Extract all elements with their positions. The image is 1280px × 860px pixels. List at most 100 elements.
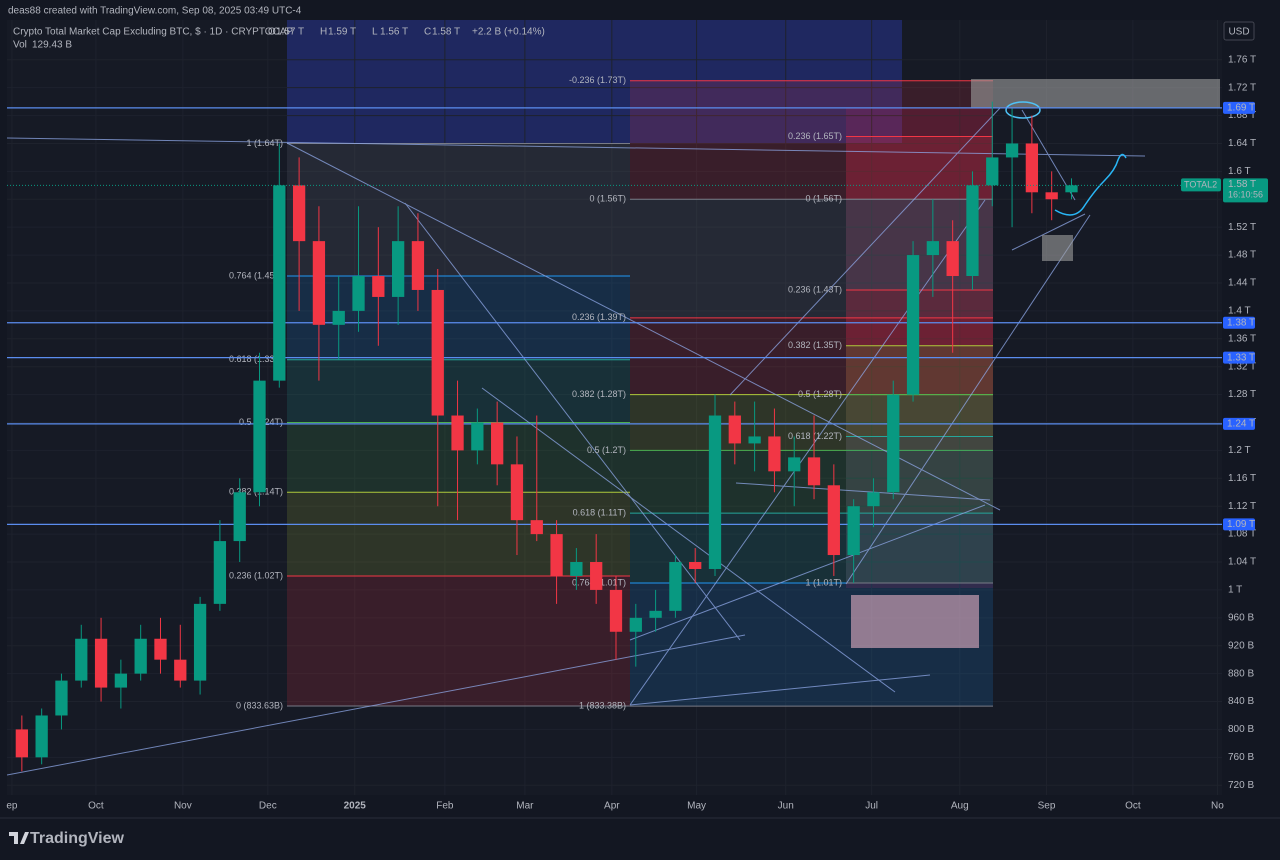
candle-body — [906, 255, 920, 395]
level-label: 1.24 T — [1227, 419, 1255, 430]
x-tick-label: Nov — [174, 801, 192, 812]
candle-body — [471, 422, 484, 451]
symbol-tag-bg — [1181, 178, 1221, 192]
y-tick-label: 1.2 T — [1228, 445, 1251, 456]
level-tag — [1223, 101, 1255, 114]
y-tick-label: 960 B — [1228, 612, 1254, 623]
candle-body — [253, 380, 266, 493]
logo: TradingView — [30, 830, 125, 847]
fib-label: 0.618 (1.22T) — [788, 431, 842, 441]
y-tick-label: 1 T — [1228, 585, 1242, 596]
trend-line — [629, 674, 931, 706]
y-tick-label: 840 B — [1228, 696, 1254, 707]
candle-body — [15, 729, 28, 758]
fib-label: 0.236 (1.39T) — [572, 312, 626, 322]
trend-line — [629, 504, 986, 641]
currency-button[interactable] — [1223, 21, 1255, 41]
candle-body — [550, 534, 563, 576]
trend-line — [404, 202, 741, 641]
candle-body — [1025, 143, 1039, 193]
candle-body — [887, 394, 900, 493]
candle-body — [748, 436, 761, 444]
fib-band — [287, 359, 630, 423]
ohlc-legend: O 1.57 T H 1.59 T L 1.56 T C 1.58 T +2.2 B (+0.1… — [268, 27, 545, 38]
fib-label: 0.618 (1.33T) — [229, 354, 283, 364]
candle-body — [827, 485, 840, 556]
y-tick-label: 1.32 T — [1228, 361, 1256, 372]
change: +2.2 B (+0.14%) — [472, 27, 545, 38]
candle-body — [510, 464, 524, 521]
candle-body — [134, 638, 147, 674]
fib-label: 1 (1.64T) — [246, 138, 283, 148]
candle-body — [94, 638, 108, 688]
ohlc-key: O — [268, 27, 276, 38]
candle-body — [75, 638, 88, 681]
x-tick-label: May — [687, 801, 706, 812]
candle-body — [273, 185, 286, 381]
candle-body — [669, 562, 682, 611]
ohlc-key: H — [320, 27, 327, 38]
fib-label: 0.382 (1.28T) — [572, 389, 626, 399]
candle-body — [451, 415, 464, 451]
fib-band — [287, 143, 630, 277]
x-tick-label: Oct — [1125, 801, 1141, 812]
zone-box — [971, 79, 1220, 108]
fib-label: 0.236 (1.65T) — [788, 131, 842, 141]
chart-title: Crypto Total Market Cap Excluding BTC, $… — [13, 27, 293, 38]
y-tick-label: 1.4 T — [1228, 306, 1251, 317]
x-tick-label: Sep — [1038, 801, 1056, 812]
fib-label: 0 (1.56T) — [805, 194, 842, 204]
candle-body — [154, 638, 167, 660]
trend-line — [729, 107, 1001, 396]
countdown: 16:10:56 — [1228, 190, 1263, 200]
fib-label: -0.236 (1.73T) — [569, 75, 626, 85]
x-tick-label: Feb — [436, 801, 454, 812]
candle-body — [768, 436, 781, 472]
candle-body — [193, 603, 207, 681]
candle-body — [807, 457, 821, 486]
candle-body — [491, 422, 504, 465]
fib-label: 0.618 (1.11T) — [573, 508, 626, 518]
trend-line — [7, 137, 1146, 157]
currency[interactable]: USD — [1228, 27, 1249, 38]
fib-band — [846, 436, 993, 583]
fib-label: 0.764 (1.45T) — [229, 270, 283, 280]
fib-band — [630, 394, 993, 451]
candle-body — [530, 520, 543, 535]
level-tag — [1223, 351, 1255, 364]
fib-label: 0 (833.63B) — [236, 700, 283, 710]
ohlc-value: 1.57 T — [276, 27, 304, 38]
candle-body — [609, 589, 623, 632]
x-tick-label: Jul — [865, 801, 878, 812]
volume-value: 129.43 B — [32, 40, 72, 51]
fib-band — [846, 394, 993, 437]
candle-body — [629, 617, 642, 632]
symbol-tag: TOTAL2 — [1184, 180, 1217, 190]
candle-body — [1065, 185, 1078, 193]
y-tick-label: 1.12 T — [1228, 501, 1256, 512]
y-tick-label: 1.28 T — [1228, 389, 1256, 400]
candle-body — [926, 241, 939, 256]
y-tick-label: 1.72 T — [1228, 82, 1256, 93]
candle-body — [431, 289, 444, 416]
fib-label: 0.5 (1.28T) — [798, 389, 842, 399]
fib-band — [630, 317, 993, 395]
volume-label: Vol — [13, 40, 27, 51]
x-tick-label: Apr — [604, 801, 620, 812]
candle-body — [1045, 192, 1058, 200]
fib-label: 0.5 (1.2T) — [587, 445, 626, 455]
zone-box — [287, 20, 902, 143]
candle-body — [391, 241, 405, 297]
ohlc-value: 1.59 T — [328, 27, 356, 38]
level-label: 1.33 T — [1227, 352, 1255, 363]
y-tick-label: 1.76 T — [1228, 54, 1256, 65]
candle-body — [411, 241, 425, 290]
x-tick-label: Oct — [88, 801, 104, 812]
candle-body — [55, 680, 68, 716]
fib-band — [846, 345, 993, 395]
ohlc-key: C — [424, 27, 431, 38]
level-label: 1.09 T — [1227, 519, 1255, 530]
level-tag — [1223, 417, 1255, 430]
level-tag — [1223, 316, 1255, 329]
candle-body — [292, 185, 306, 242]
